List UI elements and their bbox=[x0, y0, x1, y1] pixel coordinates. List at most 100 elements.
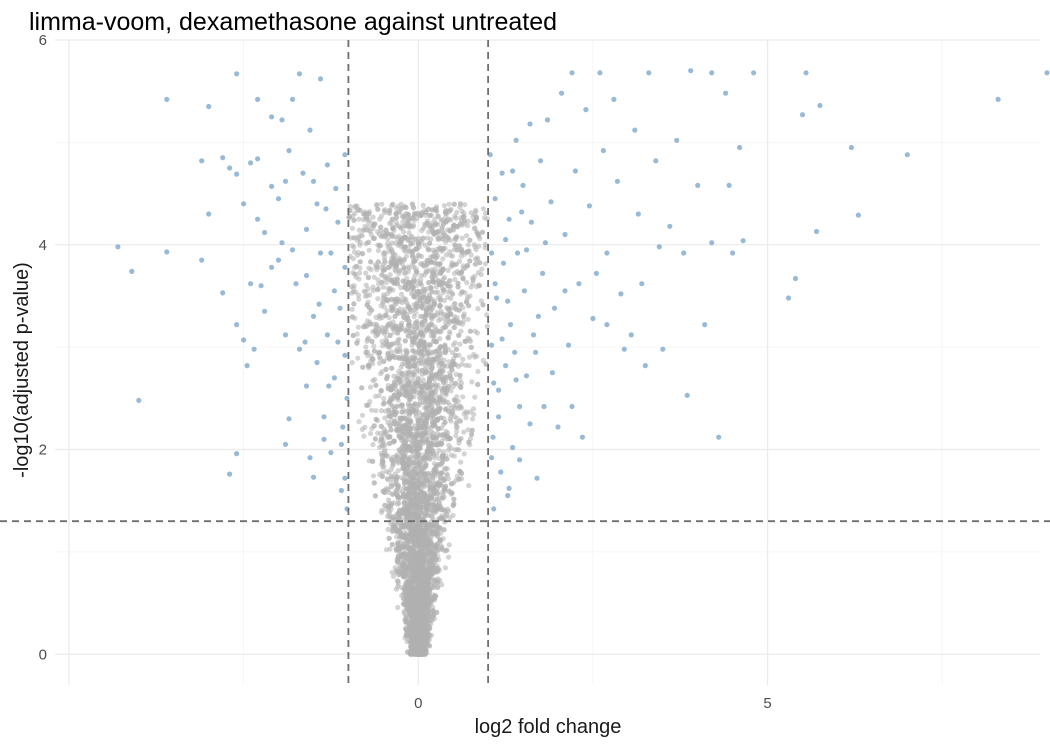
not-significant-point bbox=[411, 279, 416, 284]
not-significant-point bbox=[368, 259, 373, 264]
not-significant-point bbox=[444, 548, 449, 553]
not-significant-point bbox=[366, 363, 371, 368]
not-significant-point bbox=[350, 226, 355, 231]
not-significant-point bbox=[466, 483, 471, 488]
not-significant-point bbox=[473, 208, 478, 213]
not-significant-point bbox=[430, 364, 435, 369]
not-significant-point bbox=[397, 309, 402, 314]
not-significant-point bbox=[433, 221, 438, 226]
not-significant-point bbox=[460, 236, 465, 241]
not-significant-point bbox=[365, 293, 370, 298]
not-significant-point bbox=[453, 353, 458, 358]
not-significant-point bbox=[390, 202, 395, 207]
not-significant-point bbox=[352, 272, 357, 277]
not-significant-point bbox=[445, 235, 450, 240]
not-significant-point bbox=[428, 321, 433, 326]
not-significant-point bbox=[370, 459, 375, 464]
not-significant-point bbox=[472, 242, 477, 247]
not-significant-point bbox=[427, 342, 432, 347]
not-significant-point bbox=[421, 287, 426, 292]
not-significant-point bbox=[454, 416, 459, 421]
not-significant-point bbox=[458, 201, 463, 206]
not-significant-point bbox=[413, 401, 418, 406]
not-significant-point bbox=[472, 354, 477, 359]
not-significant-point bbox=[375, 229, 380, 234]
not-significant-point bbox=[366, 219, 371, 224]
not-significant-point bbox=[418, 314, 423, 319]
not-significant-point bbox=[366, 266, 371, 271]
not-significant-point bbox=[454, 234, 459, 239]
not-significant-point bbox=[375, 207, 380, 212]
not-significant-point bbox=[455, 281, 460, 286]
not-significant-point bbox=[446, 306, 451, 311]
not-significant-point bbox=[456, 441, 461, 446]
not-significant-point bbox=[391, 462, 396, 467]
not-significant-point bbox=[355, 356, 360, 361]
not-significant-point bbox=[400, 300, 405, 305]
not-significant-point bbox=[440, 236, 445, 241]
not-significant-point bbox=[468, 329, 473, 334]
not-significant-point bbox=[404, 613, 409, 618]
not-significant-point bbox=[421, 203, 426, 208]
not-significant-point bbox=[467, 363, 472, 368]
not-significant-point bbox=[403, 205, 408, 210]
not-significant-point bbox=[446, 335, 451, 340]
not-significant-point bbox=[365, 240, 370, 245]
not-significant-point bbox=[475, 369, 480, 374]
not-significant-point bbox=[375, 296, 380, 301]
not-significant-point bbox=[458, 385, 463, 390]
not-significant-point bbox=[475, 330, 480, 335]
not-significant-point bbox=[351, 256, 356, 261]
not-significant-point bbox=[381, 285, 386, 290]
not-significant-point bbox=[379, 234, 384, 239]
not-significant-point bbox=[433, 325, 438, 330]
not-significant-point bbox=[443, 399, 448, 404]
not-significant-point bbox=[397, 447, 402, 452]
not-significant-point bbox=[477, 260, 482, 265]
not-significant-point bbox=[404, 422, 409, 427]
not-significant-point bbox=[405, 360, 410, 365]
not-significant-point bbox=[475, 382, 480, 387]
not-significant-point bbox=[377, 313, 382, 318]
not-significant-point bbox=[379, 202, 384, 207]
not-significant-point bbox=[406, 372, 411, 377]
not-significant-point bbox=[461, 319, 466, 324]
not-significant-point bbox=[443, 565, 448, 570]
not-significant-point bbox=[372, 423, 377, 428]
not-significant-point bbox=[370, 378, 375, 383]
not-significant-point bbox=[459, 471, 464, 476]
not-significant-point bbox=[402, 356, 407, 361]
not-significant-point bbox=[351, 301, 356, 306]
not-significant-point bbox=[360, 427, 365, 432]
not-significant-point bbox=[466, 440, 471, 445]
not-significant-point bbox=[440, 256, 445, 261]
not-significant-point bbox=[364, 324, 369, 329]
not-significant-point bbox=[369, 339, 374, 344]
not-significant-point bbox=[401, 574, 406, 579]
not-significant-point bbox=[406, 212, 411, 217]
not-significant-point bbox=[395, 341, 400, 346]
not-significant-point bbox=[356, 236, 361, 241]
not-significant-point bbox=[389, 484, 394, 489]
not-significant-point bbox=[475, 306, 480, 311]
not-significant-point bbox=[390, 226, 395, 231]
not-significant-point bbox=[377, 217, 382, 222]
not-significant-point bbox=[458, 404, 463, 409]
not-significant-point bbox=[410, 348, 415, 353]
not-significant-point bbox=[460, 394, 465, 399]
not-significant-point bbox=[358, 259, 363, 264]
not-significant-point bbox=[417, 253, 422, 258]
not-significant-point bbox=[389, 457, 394, 462]
not-significant-point bbox=[436, 318, 441, 323]
not-significant-point bbox=[476, 244, 481, 249]
not-significant-point bbox=[392, 314, 397, 319]
not-significant-point bbox=[352, 250, 357, 255]
not-significant-point bbox=[448, 418, 453, 423]
not-significant-point bbox=[433, 349, 438, 354]
not-significant-point bbox=[368, 431, 373, 436]
not-significant-point bbox=[371, 285, 376, 290]
not-significant-point bbox=[439, 309, 444, 314]
not-significant-point bbox=[387, 345, 392, 350]
not-significant-point bbox=[417, 358, 422, 363]
not-significant-point bbox=[394, 534, 399, 539]
